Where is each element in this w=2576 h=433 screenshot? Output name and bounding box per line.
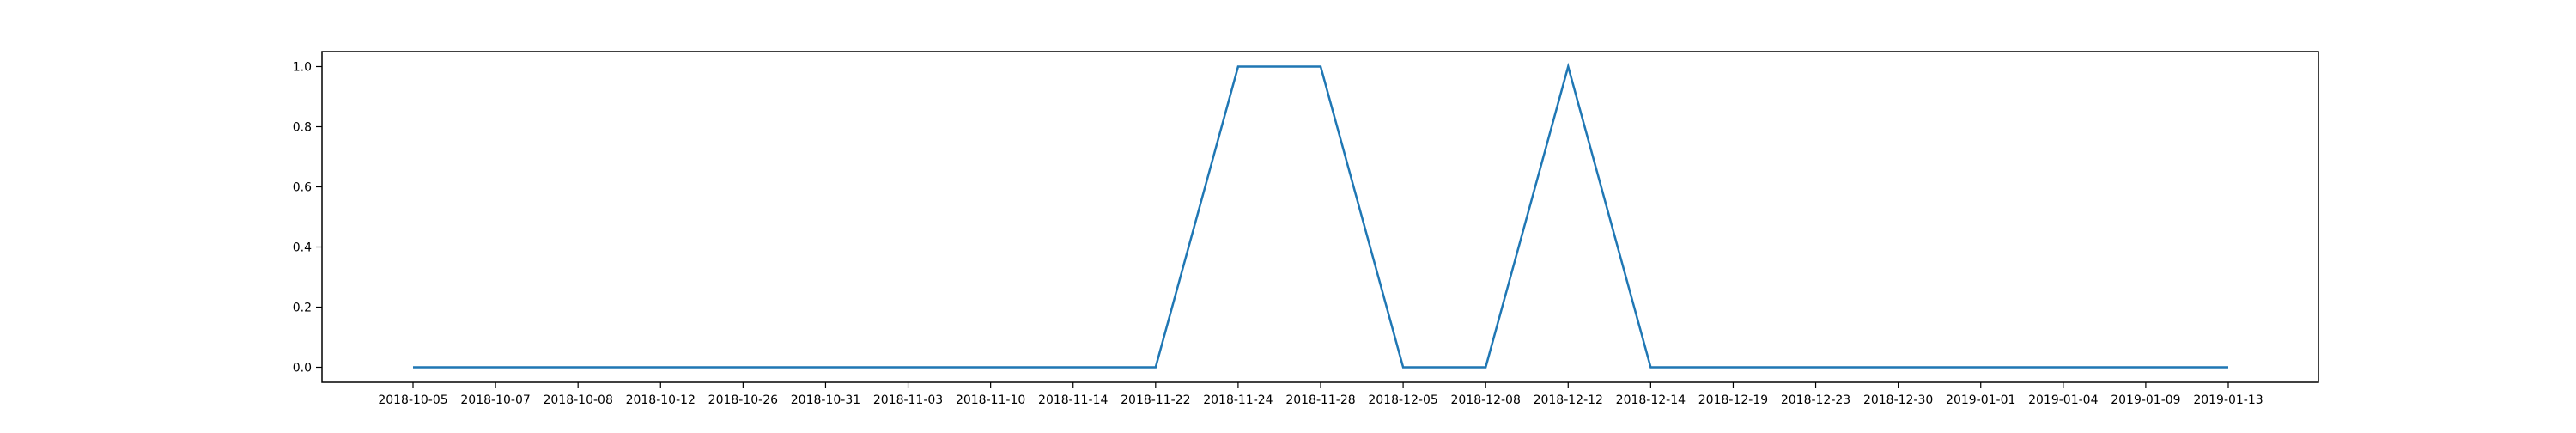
y-axis: 0.0 0.2 0.4 0.6 0.8 1.0 [293,61,322,375]
x-tick-label: 2018-11-14 [1038,393,1108,407]
y-tick-label: 0.2 [293,302,312,315]
x-tick-label: 2019-01-01 [1946,393,2015,407]
x-tick-label: 2018-12-05 [1368,393,1437,407]
x-tick-label: 2018-12-08 [1450,393,1520,407]
y-tick-label: 0.6 [293,181,312,195]
series-layer [413,62,2228,369]
y-tick-label: 0.0 [293,362,312,375]
x-tick-label: 2018-12-14 [1616,393,1686,407]
x-tick-label: 2018-10-08 [543,393,612,407]
x-tick-label: 2018-12-30 [1863,393,1933,407]
x-tick-label: 2018-10-05 [378,393,447,407]
y-tick-label: 1.0 [293,61,312,75]
x-tick-label: 2018-11-24 [1203,393,1273,407]
x-tick-label: 2018-10-31 [791,393,860,407]
x-tick-label: 2018-10-07 [460,393,530,407]
series-line [413,62,2228,369]
plot-area [321,51,2319,383]
x-tick-label: 2018-10-26 [708,393,778,407]
y-tick-label: 0.4 [293,241,312,255]
x-tick-label: 2019-01-04 [2028,393,2098,407]
x-tick-label: 2018-11-10 [956,393,1025,407]
x-tick-label: 2018-11-28 [1285,393,1355,407]
x-tick-label: 2019-01-09 [2111,393,2180,407]
x-axis: 2018-10-05 2018-10-07 2018-10-08 2018-10-12… [378,382,2263,407]
x-tick-label: 2018-12-23 [1781,393,1850,407]
y-tick-label: 0.8 [293,121,312,135]
x-tick-label: 2018-11-22 [1121,393,1190,407]
x-tick-label: 2018-10-12 [626,393,696,407]
x-tick-label: 2018-12-19 [1698,393,1768,407]
x-tick-label: 2018-12-12 [1534,393,1603,407]
x-tick-label: 2018-11-03 [873,393,943,407]
x-tick-label: 2019-01-13 [2193,393,2263,407]
